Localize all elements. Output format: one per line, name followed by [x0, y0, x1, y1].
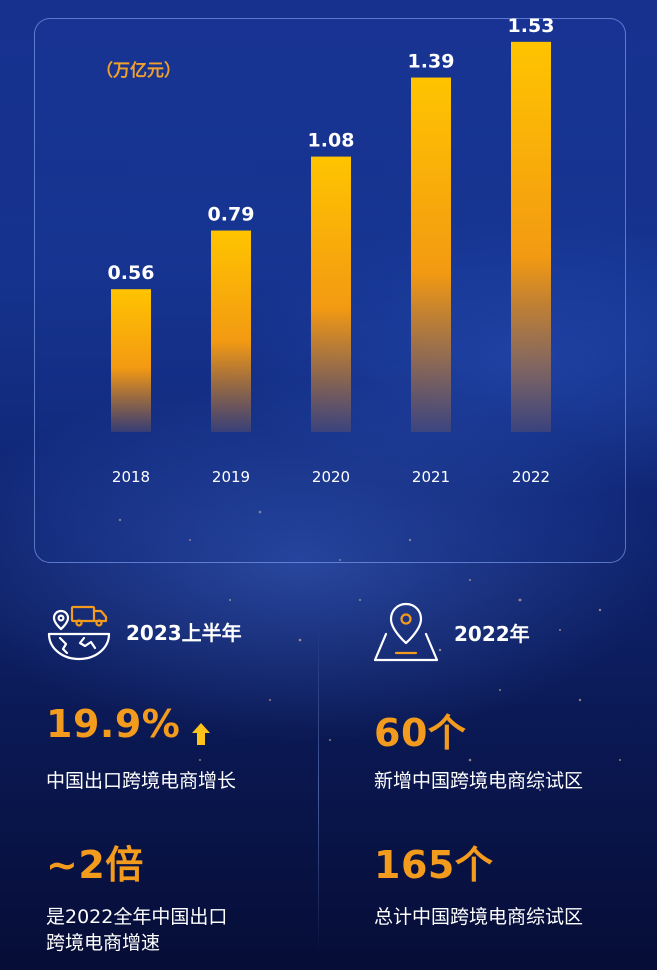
value-label-2019: 0.79: [208, 204, 255, 226]
x-tick-2019: 2019: [212, 468, 250, 486]
bar-2022: [511, 41, 551, 432]
value-label-2018: 0.56: [108, 262, 155, 284]
left-stat-heading: 2023上半年: [46, 600, 242, 662]
bar-2018: [111, 289, 151, 432]
bar-chart: 0.56 2018 0.79 2019 1.08 2020 1.39 2021 1.53 2022: [108, 15, 555, 486]
delivery-truck-globe-icon: [47, 605, 111, 661]
x-tick-2020: 2020: [312, 468, 350, 486]
growth-value: 19.9%: [46, 702, 211, 746]
multiple-desc-line-1: 是2022全年中国出口: [46, 906, 228, 928]
value-label-2021: 1.39: [408, 51, 455, 73]
new-zones-desc: 新增中国跨境电商综试区: [374, 770, 584, 792]
unit-label: （万亿元）: [96, 61, 181, 81]
new-zones-value: 60个: [374, 711, 467, 755]
bar-2020: [311, 156, 351, 432]
up-arrow-icon: [192, 723, 211, 745]
bar-2021: [411, 77, 451, 433]
growth-desc: 中国出口跨境电商增长: [46, 770, 237, 792]
left-heading-text: 2023上半年: [126, 620, 242, 645]
total-zones-value: 165个: [374, 843, 494, 887]
right-heading-text: 2022年: [454, 621, 530, 646]
multiple-desc: 是2022全年中国出口 跨境电商增速: [46, 904, 227, 956]
x-tick-2021: 2021: [412, 468, 450, 486]
right-stat-heading: 2022年: [372, 600, 530, 664]
map-pin-icon: [373, 602, 439, 662]
stats-divider: [318, 625, 319, 955]
value-label-2022: 1.53: [508, 15, 555, 37]
x-tick-2018: 2018: [112, 468, 150, 486]
bar-2019: [211, 230, 251, 432]
x-tick-2022: 2022: [512, 468, 550, 486]
multiple-desc-line-2: 跨境电商增速: [46, 932, 161, 954]
value-label-2020: 1.08: [308, 130, 355, 152]
multiple-value: ~2倍: [46, 843, 144, 887]
total-zones-desc: 总计中国跨境电商综试区: [374, 906, 584, 928]
growth-value-text: 19.9%: [46, 702, 181, 746]
